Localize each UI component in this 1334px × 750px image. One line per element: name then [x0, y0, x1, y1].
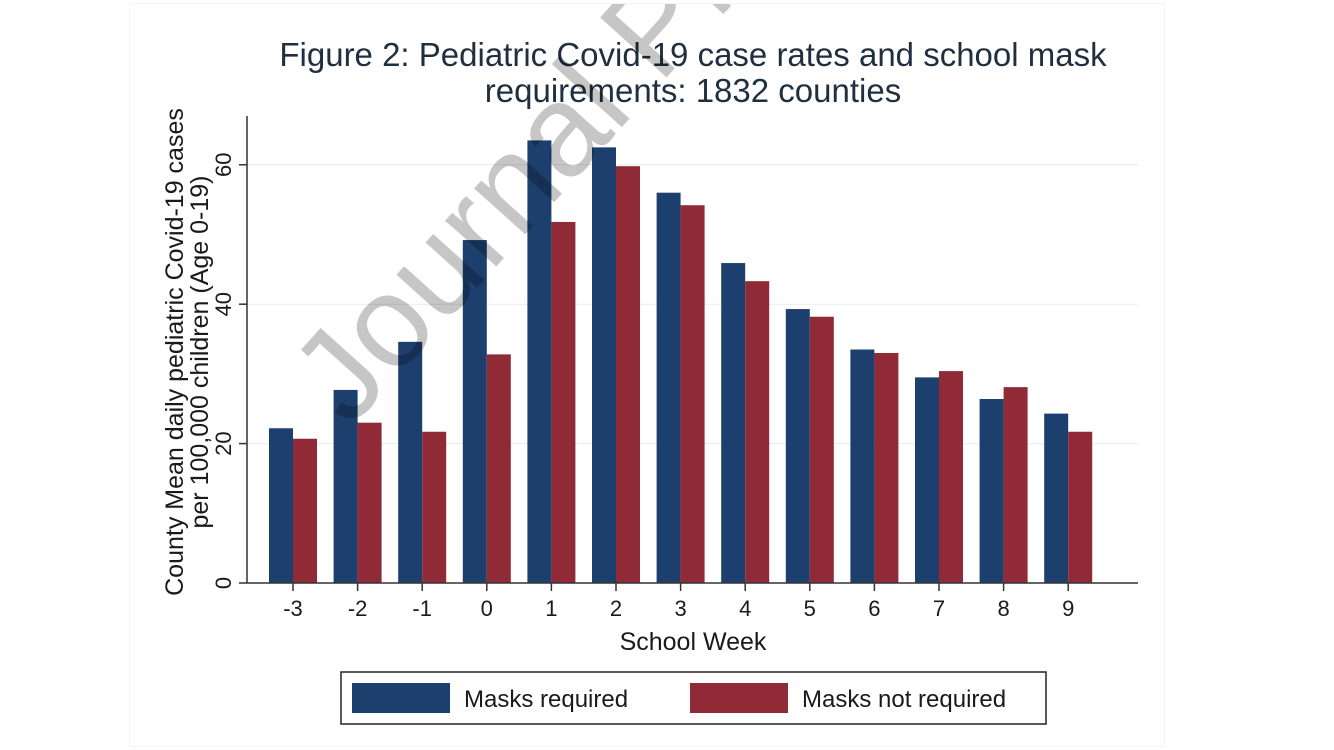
bars [269, 140, 1093, 584]
bar-masks-required-week-1 [527, 140, 552, 584]
x-tick-label-3: 3 [674, 596, 686, 621]
bar-masks-required-week-3 [656, 192, 681, 584]
y-tick-label-20: 20 [211, 431, 236, 455]
bar-masks-not-required-week-0 [486, 354, 511, 583]
bar-masks-not-required-week-3 [680, 205, 705, 584]
x-tick-label--1: -1 [412, 596, 432, 621]
x-tick-label-4: 4 [739, 596, 751, 621]
y-ticks: 0 20 40 60 [211, 153, 247, 589]
bar-masks-not-required-week-1 [551, 221, 576, 583]
bar-masks-not-required-week-6 [874, 352, 899, 583]
bar-masks-not-required-week-2 [616, 166, 640, 584]
bar-masks-required-week--1 [398, 341, 423, 583]
x-tick-label--3: -3 [283, 596, 303, 621]
x-tick-label-1: 1 [545, 596, 557, 621]
bar-masks-not-required-week-7 [939, 371, 963, 583]
bar-masks-not-required-week--1 [422, 431, 447, 583]
legend-swatch-masks-required [352, 683, 450, 713]
bar-masks-required-week-9 [1044, 413, 1069, 583]
x-ticks: -3 -2 -1 0 1 2 3 4 5 6 7 8 9 [283, 583, 1074, 621]
bar-masks-not-required-week-9 [1068, 431, 1093, 583]
x-tick-label--2: -2 [348, 596, 368, 621]
x-tick-label-2: 2 [610, 596, 622, 621]
bar-masks-not-required-week--2 [357, 422, 382, 583]
x-tick-label-6: 6 [868, 596, 880, 621]
chart-title-line-2: requirements: 1832 counties [485, 72, 901, 109]
bar-masks-not-required-week-5 [809, 316, 834, 583]
figure-panel: Figure 2: Pediatric Covid-19 case rates … [130, 4, 1164, 746]
bar-masks-required-week-2 [592, 147, 616, 584]
legend: Masks required Masks not required [340, 671, 1047, 725]
bar-chart: Figure 2: Pediatric Covid-19 case rates … [161, 4, 1138, 725]
bar-masks-not-required-week-4 [745, 281, 770, 583]
x-axis-title: School Week [620, 628, 767, 656]
bar-masks-required-week--3 [269, 428, 293, 583]
bar-masks-required-week-5 [785, 309, 810, 583]
bar-masks-required-week-7 [915, 377, 939, 583]
legend-label-masks-not-required: Masks not required [802, 686, 1006, 713]
y-tick-label-0: 0 [211, 577, 236, 589]
x-tick-label-9: 9 [1062, 596, 1074, 621]
bar-masks-required-week-0 [462, 240, 487, 583]
y-axis-title-line-1: County Mean daily pediatric Covid-19 cas… [161, 108, 189, 596]
bar-masks-required-week-4 [721, 263, 746, 583]
x-tick-label-0: 0 [481, 596, 493, 621]
bar-masks-required-week-6 [850, 349, 875, 583]
bar-masks-not-required-week-8 [1003, 387, 1028, 583]
axes [246, 116, 1138, 584]
legend-swatch-masks-not-required [690, 683, 788, 713]
chart-title-line-1: Figure 2: Pediatric Covid-19 case rates … [279, 36, 1107, 73]
x-tick-label-8: 8 [997, 596, 1009, 621]
bar-masks-not-required-week--3 [293, 438, 317, 583]
y-tick-label-60: 60 [211, 153, 236, 177]
x-tick-label-7: 7 [933, 596, 945, 621]
bar-masks-required-week--2 [333, 389, 358, 583]
legend-label-masks-required: Masks required [464, 686, 628, 713]
y-axis-title-line-2: per 100,000 children (Age 0-19) [186, 175, 214, 528]
y-tick-label-40: 40 [211, 292, 236, 316]
bar-masks-required-week-8 [979, 398, 1004, 583]
x-tick-label-5: 5 [804, 596, 816, 621]
